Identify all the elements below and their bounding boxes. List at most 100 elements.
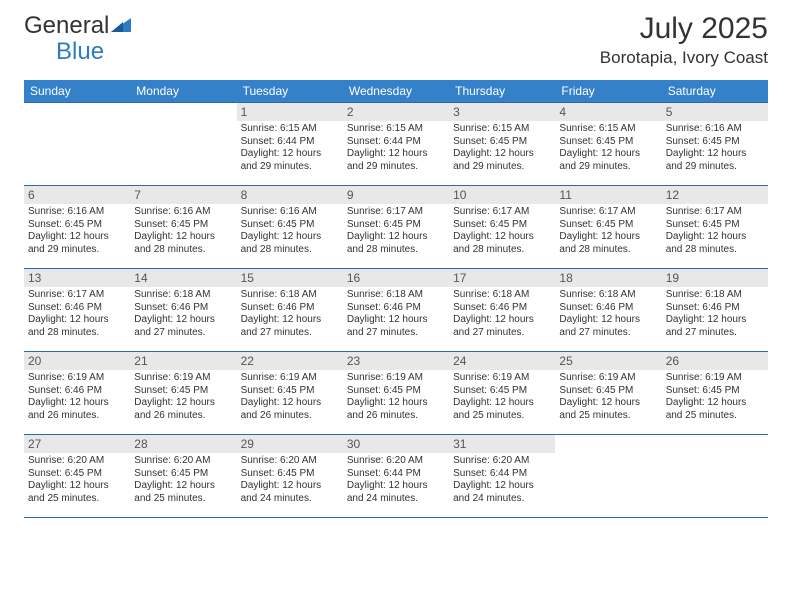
calendar-cell: 14 Sunrise: 6:18 AMSunset: 6:46 PMDayligh… — [130, 269, 236, 352]
day-info: Sunrise: 6:18 AMSunset: 6:46 PMDaylight:… — [347, 289, 445, 339]
day-info: Sunrise: 6:18 AMSunset: 6:46 PMDaylight:… — [559, 289, 657, 339]
calendar-cell: 22 Sunrise: 6:19 AMSunset: 6:45 PMDayligh… — [237, 352, 343, 435]
day-number: 29 — [237, 435, 343, 453]
day-info: Sunrise: 6:18 AMSunset: 6:46 PMDaylight:… — [134, 289, 232, 339]
calendar-cell: 8 Sunrise: 6:16 AMSunset: 6:45 PMDaylight… — [237, 186, 343, 269]
day-info: Sunrise: 6:20 AMSunset: 6:44 PMDaylight:… — [453, 455, 551, 505]
day-info: Sunrise: 6:18 AMSunset: 6:46 PMDaylight:… — [453, 289, 551, 339]
logo-text-1: General — [24, 12, 109, 40]
calendar-cell: 18 Sunrise: 6:18 AMSunset: 6:46 PMDayligh… — [555, 269, 661, 352]
weekday-thu: Thursday — [449, 80, 555, 103]
day-info: Sunrise: 6:19 AMSunset: 6:45 PMDaylight:… — [347, 372, 445, 422]
day-info: Sunrise: 6:20 AMSunset: 6:44 PMDaylight:… — [347, 455, 445, 505]
day-info: Sunrise: 6:15 AMSunset: 6:45 PMDaylight:… — [453, 123, 551, 173]
day-number: 26 — [662, 352, 768, 370]
day-number: 13 — [24, 269, 130, 287]
day-number: 27 — [24, 435, 130, 453]
calendar-cell: 16Sunrise: 6:18 AMSunset: 6:46 PMDayligh… — [343, 269, 449, 352]
calendar-cell: 19Sunrise: 6:18 AMSunset: 6:46 PMDayligh… — [662, 269, 768, 352]
day-number: 15 — [237, 269, 343, 287]
day-number: 2 — [343, 103, 449, 121]
day-info: Sunrise: 6:16 AMSunset: 6:45 PMDaylight:… — [666, 123, 764, 173]
calendar-cell — [130, 103, 236, 186]
weekday-wed: Wednesday — [343, 80, 449, 103]
month-title: July 2025 — [600, 12, 768, 46]
day-number: 25 — [555, 352, 661, 370]
day-number: 10 — [449, 186, 555, 204]
day-info: Sunrise: 6:18 AMSunset: 6:46 PMDaylight:… — [241, 289, 339, 339]
calendar-cell: 1 Sunrise: 6:15 AMSunset: 6:44 PMDaylight… — [237, 103, 343, 186]
weekday-header-row: Sunday Monday Tuesday Wednesday Thursday… — [24, 80, 768, 103]
day-number: 6 — [24, 186, 130, 204]
day-info: Sunrise: 6:15 AMSunset: 6:44 PMDaylight:… — [241, 123, 339, 173]
calendar-table: Sunday Monday Tuesday Wednesday Thursday… — [24, 80, 768, 518]
calendar-cell: 21 Sunrise: 6:19 AMSunset: 6:45 PMDayligh… — [130, 352, 236, 435]
day-number: 21 — [130, 352, 236, 370]
calendar-cell: 3 Sunrise: 6:15 AMSunset: 6:45 PMDaylight… — [449, 103, 555, 186]
day-info: Sunrise: 6:16 AMSunset: 6:45 PMDaylight:… — [134, 206, 232, 256]
day-info: Sunrise: 6:15 AMSunset: 6:44 PMDaylight:… — [347, 123, 445, 173]
calendar-cell: 29 Sunrise: 6:20 AMSunset: 6:45 PMDayligh… — [237, 435, 343, 518]
weekday-mon: Monday — [130, 80, 236, 103]
day-number: 3 — [449, 103, 555, 121]
calendar-cell: 15 Sunrise: 6:18 AMSunset: 6:46 PMDayligh… — [237, 269, 343, 352]
day-info: Sunrise: 6:19 AMSunset: 6:45 PMDaylight:… — [134, 372, 232, 422]
day-number: 8 — [237, 186, 343, 204]
calendar-cell: 13Sunrise: 6:17 AMSunset: 6:46 PMDayligh… — [24, 269, 130, 352]
calendar-row: 1Sunrise: 6:15 AMSunset: 6:44 PMDaylight… — [24, 103, 768, 186]
calendar-cell: 9 Sunrise: 6:17 AMSunset: 6:45 PMDaylight… — [343, 186, 449, 269]
calendar-cell: 27 Sunrise: 6:20 AMSunset: 6:45 PMDayligh… — [24, 435, 130, 518]
logo: General — [24, 12, 133, 40]
day-number: 7 — [130, 186, 236, 204]
calendar-cell: 4Sunrise: 6:15 AMSunset: 6:45 PMDaylight… — [555, 103, 661, 186]
day-info: Sunrise: 6:19 AMSunset: 6:45 PMDaylight:… — [666, 372, 764, 422]
day-number: 12 — [662, 186, 768, 204]
day-info: Sunrise: 6:20 AMSunset: 6:45 PMDaylight:… — [28, 455, 126, 505]
day-number: 20 — [24, 352, 130, 370]
day-number: 5 — [662, 103, 768, 121]
day-info: Sunrise: 6:16 AMSunset: 6:45 PMDaylight:… — [28, 206, 126, 256]
day-info: Sunrise: 6:19 AMSunset: 6:45 PMDaylight:… — [559, 372, 657, 422]
day-number: 11 — [555, 186, 661, 204]
calendar-cell: 31 Sunrise: 6:20 AMSunset: 6:44 PMDayligh… — [449, 435, 555, 518]
calendar-body: 1Sunrise: 6:15 AMSunset: 6:44 PMDaylight… — [24, 103, 768, 518]
day-info: Sunrise: 6:19 AMSunset: 6:46 PMDaylight:… — [28, 372, 126, 422]
calendar-row: 13Sunrise: 6:17 AMSunset: 6:46 PMDayligh… — [24, 269, 768, 352]
calendar-cell: 10 Sunrise: 6:17 AMSunset: 6:45 PMDayligh… — [449, 186, 555, 269]
calendar-row: 6Sunrise: 6:16 AMSunset: 6:45 PMDaylight… — [24, 186, 768, 269]
weekday-sat: Saturday — [662, 80, 768, 103]
calendar-cell: 24Sunrise: 6:19 AMSunset: 6:45 PMDayligh… — [449, 352, 555, 435]
day-info: Sunrise: 6:19 AMSunset: 6:45 PMDaylight:… — [241, 372, 339, 422]
day-info: Sunrise: 6:17 AMSunset: 6:45 PMDaylight:… — [347, 206, 445, 256]
day-number: 9 — [343, 186, 449, 204]
calendar-cell: 6 Sunrise: 6:16 AMSunset: 6:45 PMDaylight… — [24, 186, 130, 269]
day-number: 24 — [449, 352, 555, 370]
day-info: Sunrise: 6:20 AMSunset: 6:45 PMDaylight:… — [241, 455, 339, 505]
calendar-cell: 20 Sunrise: 6:19 AMSunset: 6:46 PMDayligh… — [24, 352, 130, 435]
calendar-cell: 30Sunrise: 6:20 AMSunset: 6:44 PMDayligh… — [343, 435, 449, 518]
day-number: 1 — [237, 103, 343, 121]
calendar-cell — [555, 435, 661, 518]
day-number: 4 — [555, 103, 661, 121]
weekday-sun: Sunday — [24, 80, 130, 103]
logo-text-2: Blue — [56, 38, 104, 66]
day-info: Sunrise: 6:18 AMSunset: 6:46 PMDaylight:… — [666, 289, 764, 339]
weekday-tue: Tuesday — [237, 80, 343, 103]
day-number: 22 — [237, 352, 343, 370]
calendar-cell — [662, 435, 768, 518]
day-number: 31 — [449, 435, 555, 453]
day-info: Sunrise: 6:16 AMSunset: 6:45 PMDaylight:… — [241, 206, 339, 256]
calendar-cell: 23 Sunrise: 6:19 AMSunset: 6:45 PMDayligh… — [343, 352, 449, 435]
day-number: 14 — [130, 269, 236, 287]
calendar-cell — [24, 103, 130, 186]
calendar-cell: 5 Sunrise: 6:16 AMSunset: 6:45 PMDaylight… — [662, 103, 768, 186]
day-number: 18 — [555, 269, 661, 287]
calendar-row: 20 Sunrise: 6:19 AMSunset: 6:46 PMDayligh… — [24, 352, 768, 435]
day-info: Sunrise: 6:20 AMSunset: 6:45 PMDaylight:… — [134, 455, 232, 505]
day-number: 23 — [343, 352, 449, 370]
logo-icon — [111, 16, 133, 34]
calendar-cell: 7 Sunrise: 6:16 AMSunset: 6:45 PMDaylight… — [130, 186, 236, 269]
calendar-cell: 28Sunrise: 6:20 AMSunset: 6:45 PMDayligh… — [130, 435, 236, 518]
day-info: Sunrise: 6:17 AMSunset: 6:45 PMDaylight:… — [559, 206, 657, 256]
day-info: Sunrise: 6:17 AMSunset: 6:45 PMDaylight:… — [453, 206, 551, 256]
